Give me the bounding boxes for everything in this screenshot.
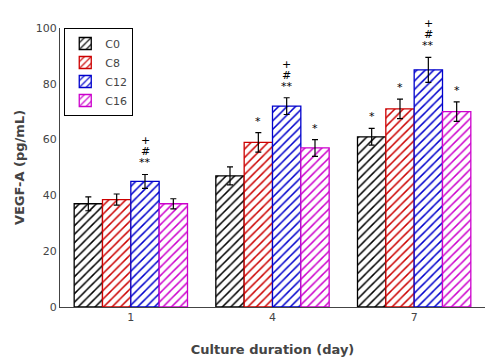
svg-text:40: 40	[43, 189, 57, 202]
svg-text:**: **	[139, 156, 151, 169]
svg-text:C0: C0	[105, 38, 120, 51]
svg-text:#: #	[424, 28, 433, 41]
svg-text:0: 0	[50, 301, 57, 314]
svg-text:80: 80	[43, 78, 57, 91]
svg-text:+: +	[141, 134, 150, 147]
svg-text:*: *	[454, 84, 460, 97]
svg-text:7: 7	[411, 311, 418, 324]
svg-text:Culture duration (day): Culture duration (day)	[191, 342, 355, 357]
svg-text:*: *	[255, 115, 261, 128]
svg-text:*: *	[397, 81, 403, 94]
svg-text:+: +	[282, 58, 291, 71]
svg-text:#: #	[282, 69, 291, 82]
svg-text:*: *	[312, 122, 318, 135]
svg-text:**: **	[422, 39, 434, 52]
svg-text:**: **	[281, 80, 293, 93]
svg-text:60: 60	[43, 133, 57, 146]
svg-text:100: 100	[36, 22, 57, 35]
svg-text:C8: C8	[105, 57, 120, 70]
svg-text:C12: C12	[105, 76, 127, 89]
svg-text:C16: C16	[105, 95, 127, 108]
svg-text:20: 20	[43, 245, 57, 258]
svg-text:VEGF-A (pg/mL): VEGF-A (pg/mL)	[12, 110, 27, 225]
svg-text:#: #	[141, 145, 150, 158]
svg-text:*: *	[369, 110, 375, 123]
svg-text:+: +	[424, 17, 433, 30]
svg-text:4: 4	[269, 311, 276, 324]
svg-text:1: 1	[127, 311, 134, 324]
